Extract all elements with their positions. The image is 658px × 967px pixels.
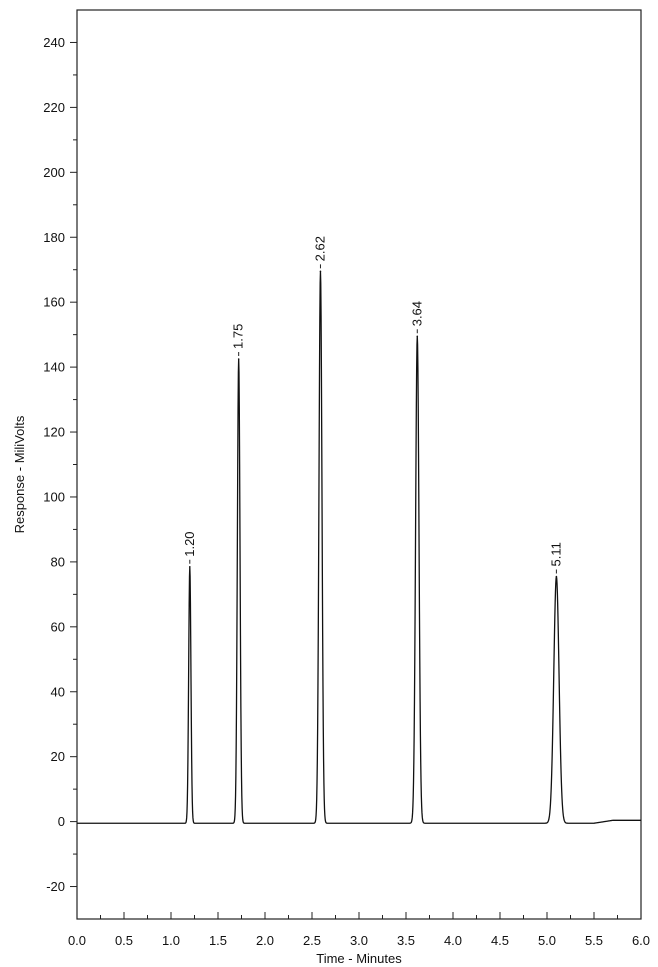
y-tick-label: 100 [43, 489, 65, 504]
x-tick-label: 6.0 [632, 933, 650, 948]
y-axis: -20 0 20 40 60 80 100 120 140 160 180 200 220 240 [43, 35, 77, 894]
chromatogram-trace [77, 271, 641, 824]
plot-frame [76, 9, 642, 920]
x-tick-label: 4.5 [491, 933, 509, 948]
peak-label: 1.75 [231, 324, 246, 349]
y-tick-label: 240 [43, 35, 65, 50]
x-tick-label: 4.0 [444, 933, 462, 948]
peak-apex [189, 565, 191, 568]
peak-label: 5.11 [548, 542, 563, 566]
plot-border [76, 9, 642, 920]
x-tick-label: 3.0 [350, 933, 368, 948]
peak-apex [319, 270, 322, 273]
peak-label: 3.64 [409, 301, 424, 326]
x-tick-label: 0.5 [115, 933, 133, 948]
y-axis-title: Response - MiliVolts [12, 415, 27, 533]
y-tick-label: 200 [43, 165, 65, 180]
x-tick-label: 2.5 [303, 933, 321, 948]
y-tick-label: 120 [43, 425, 65, 440]
x-tick-label: 5.0 [538, 933, 556, 948]
y-tick-label: 80 [51, 554, 65, 569]
y-tick-label: 180 [43, 230, 65, 245]
x-axis-title: Time - Minutes [316, 951, 402, 966]
x-tick-label: 5.5 [585, 933, 603, 948]
y-tick-label: -20 [46, 879, 65, 894]
y-tick-label: 160 [43, 295, 65, 310]
y-tick-label: 0 [58, 814, 65, 829]
y-tick-label: 140 [43, 360, 65, 375]
y-tick-label: 40 [51, 684, 65, 699]
x-tick-label: 1.5 [209, 933, 227, 948]
x-tick-label: 1.0 [162, 933, 180, 948]
peak-apex [555, 575, 558, 578]
y-tick-label: 60 [51, 619, 65, 634]
peak-label: 1.20 [182, 531, 197, 556]
x-tick-label: 3.5 [397, 933, 415, 948]
series-group [77, 271, 641, 824]
x-axis: 0.0 0.5 1.0 1.5 2.0 2.5 3.0 3.5 4.0 4.5 5.0 5.5 6.0 [68, 912, 650, 948]
peak-label: 2.62 [312, 236, 327, 261]
peak-apex [416, 335, 419, 338]
y-tick-label: 220 [43, 100, 65, 115]
peak-apex [237, 358, 240, 360]
peak-labels: 1.20 1.75 2.62 3.64 5.11 [182, 236, 563, 578]
y-tick-label: 20 [51, 749, 65, 764]
x-tick-label: 0.0 [68, 933, 86, 948]
x-tick-label: 2.0 [256, 933, 274, 948]
